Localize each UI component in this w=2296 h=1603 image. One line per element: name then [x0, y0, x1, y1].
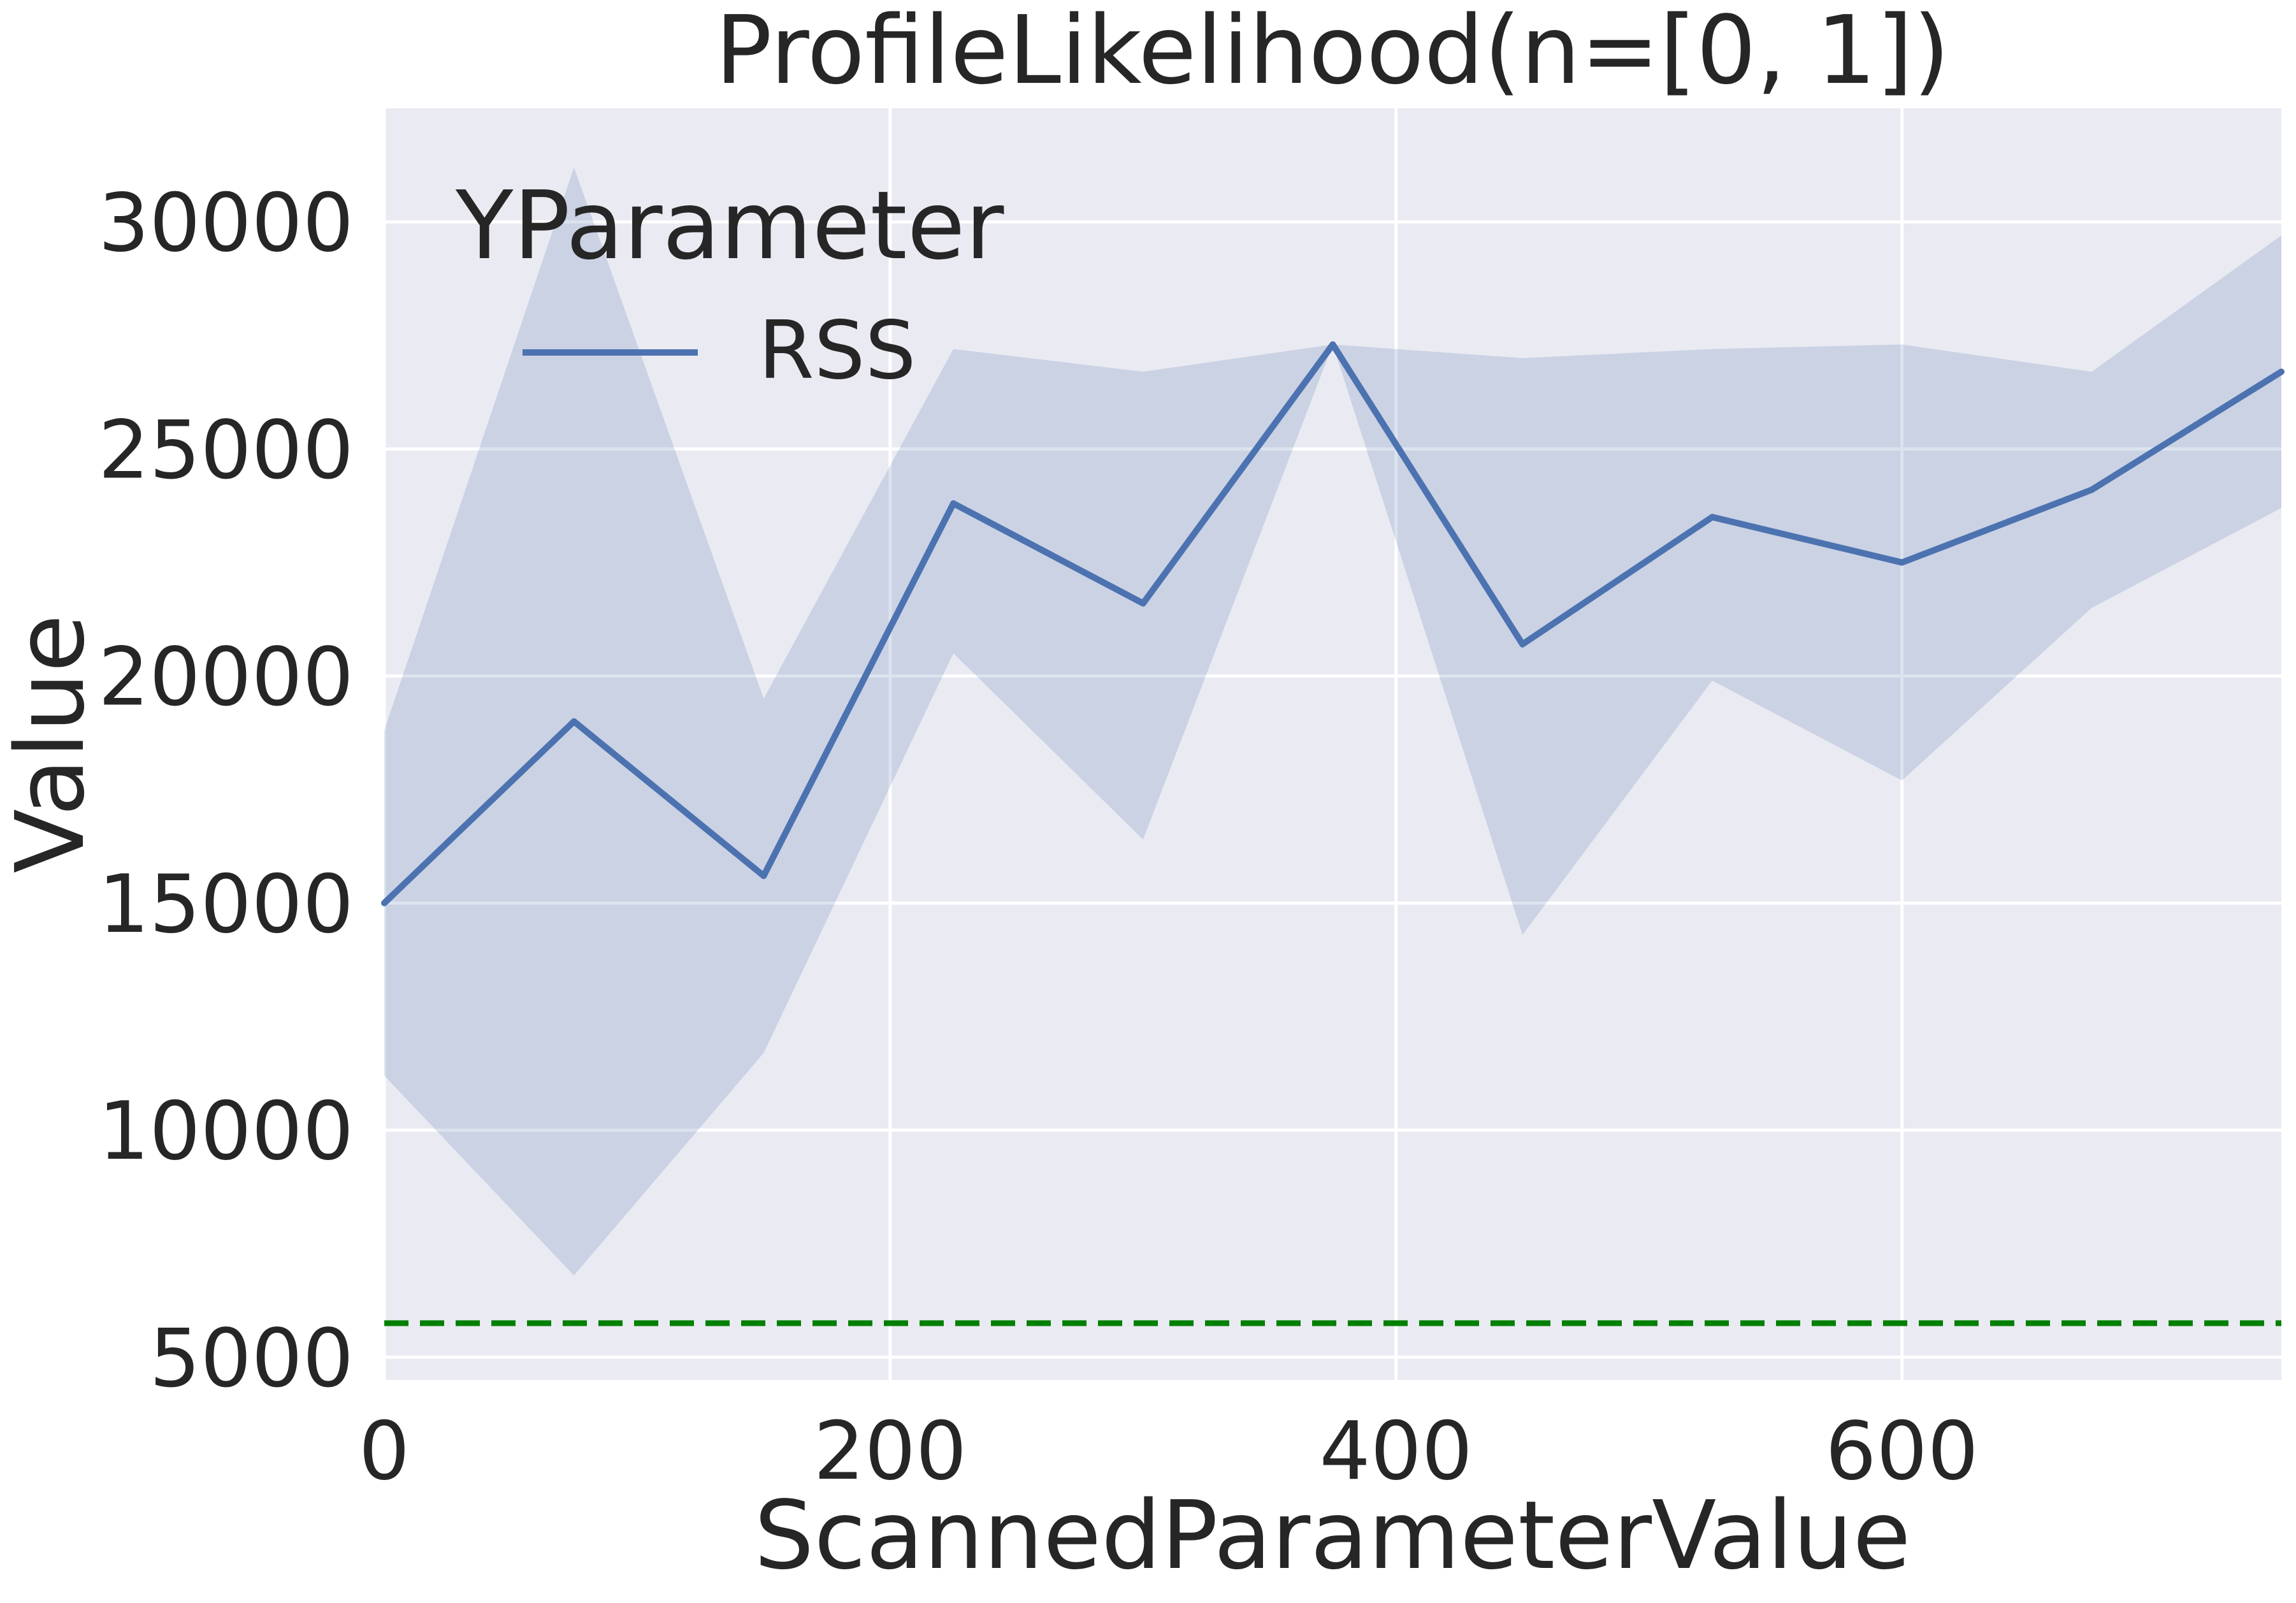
y-tick-label: 5000: [149, 1311, 354, 1405]
data-point: [760, 873, 767, 880]
y-tick-label: 15000: [98, 857, 354, 951]
confidence-band: [384, 167, 2281, 1276]
chart-title: ProfileLikelihood(n=[0, 1]): [715, 0, 1950, 105]
x-axis-label: ScannedParameterValue: [754, 1481, 1910, 1590]
data-point: [1519, 641, 1526, 648]
data-point: [1329, 341, 1336, 348]
y-tick-label: 25000: [98, 403, 354, 497]
data-point: [381, 899, 387, 906]
x-tick-label: 200: [814, 1404, 967, 1498]
data-point: [2088, 486, 2095, 493]
ticks: 0 200 400 600 5000 10000 15000 20000 25000 30000: [98, 176, 1979, 1498]
x-tick-label: 600: [1825, 1404, 1979, 1498]
data-point: [1139, 600, 1146, 607]
data-point: [2278, 368, 2285, 375]
plot-area: [384, 108, 2281, 1380]
legend-title: YParameter: [455, 171, 1004, 280]
legend: YParameter RSS: [455, 171, 1004, 397]
data-point: [1898, 559, 1905, 566]
x-tick-label: 400: [1319, 1404, 1473, 1498]
grid: [382, 108, 2281, 1380]
y-tick-label: 30000: [98, 176, 354, 270]
y-tick-label: 20000: [98, 630, 354, 724]
marks: [381, 167, 2285, 1326]
data-point: [1708, 514, 1715, 521]
data-point: [950, 500, 957, 507]
y-axis-label: Value: [0, 614, 105, 873]
y-tick-label: 10000: [98, 1084, 354, 1178]
x-tick-label: 0: [359, 1404, 410, 1498]
data-point: [570, 718, 577, 725]
legend-entry-rss: RSS: [758, 303, 916, 397]
